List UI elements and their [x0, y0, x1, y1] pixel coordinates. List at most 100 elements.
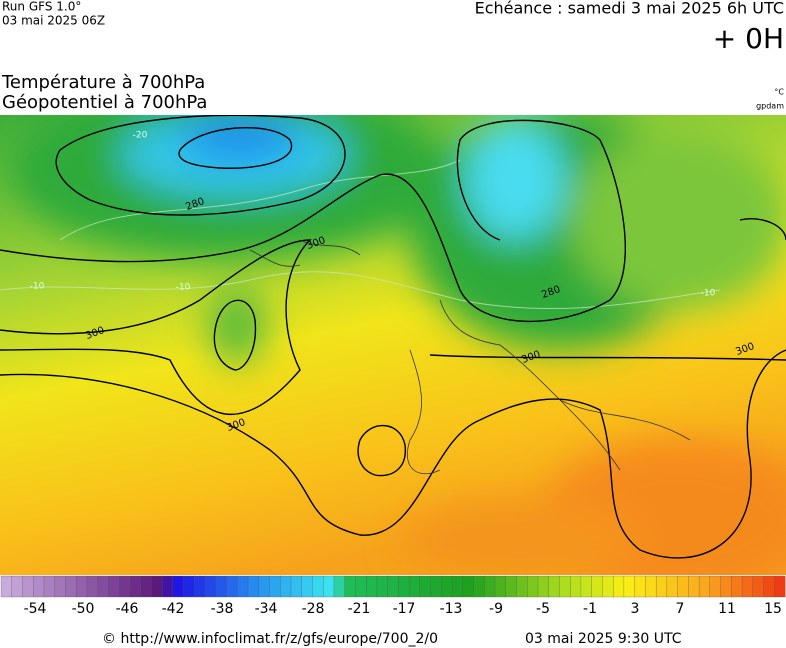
colorbar-label: -28 — [302, 601, 325, 617]
map — [0, 115, 786, 575]
colorbar-swatch — [204, 575, 217, 598]
colorbar-swatch — [312, 575, 324, 598]
colorbar-swatch — [731, 575, 743, 598]
colorbar-swatch — [97, 575, 109, 598]
colorbar-swatch — [634, 575, 646, 598]
colorbar-swatch — [645, 575, 657, 598]
colorbar-swatch — [527, 575, 539, 598]
colorbar-swatch — [591, 575, 603, 598]
colorbar-swatch — [376, 575, 389, 598]
title-temperature: Température à 700hPa — [1, 72, 205, 93]
colorbar-swatch — [398, 575, 410, 598]
forecast-offset: + 0H — [713, 22, 784, 55]
colorbar-swatch — [537, 575, 550, 598]
colorbar-swatch — [323, 575, 335, 598]
colorbar-label: -46 — [116, 601, 139, 617]
colorbar-swatch — [709, 575, 722, 598]
colorbar-swatch — [333, 575, 346, 598]
colorbar-label: -17 — [393, 601, 416, 617]
colorbar-swatch — [172, 575, 185, 598]
colorbar-swatch — [76, 575, 88, 598]
colorbar-swatch — [473, 575, 485, 598]
colorbar-swatch — [613, 575, 625, 598]
colorbar-swatch — [677, 575, 689, 598]
colorbar-swatch — [355, 575, 367, 598]
colorbar-swatch — [408, 575, 421, 598]
colorbar-swatch — [11, 575, 23, 598]
colorbar-swatch — [344, 575, 356, 598]
colorbar-swatch — [741, 575, 754, 598]
colorbar-swatch — [151, 575, 163, 598]
colorbar-swatch — [484, 575, 496, 598]
colorbar-swatch — [666, 575, 679, 598]
forecast-time: Echéance : samedi 3 mai 2025 6h UTC — [475, 0, 784, 18]
isotherm-label: -10 — [30, 282, 45, 292]
colorbar-label: -38 — [211, 601, 234, 617]
colorbar-label: 11 — [718, 601, 736, 617]
colorbar-swatch — [280, 575, 292, 598]
colorbar-swatch — [720, 575, 732, 598]
colorbar-swatch — [430, 575, 442, 598]
colorbar-swatch — [419, 575, 432, 598]
colorbar-swatch — [290, 575, 303, 598]
colorbar-swatch — [516, 575, 528, 598]
colorbar-swatch — [548, 575, 560, 598]
colorbar-swatch — [269, 575, 281, 598]
unit-temperature: °C — [774, 88, 784, 97]
colorbar-swatch — [161, 575, 174, 598]
isotherm-label: -10 — [176, 283, 191, 293]
colorbar-swatch — [752, 575, 764, 598]
colorbar-label: -9 — [489, 601, 503, 617]
colorbar-swatch — [22, 575, 34, 598]
colorbar-swatch — [462, 575, 474, 598]
colorbar-swatch — [570, 575, 582, 598]
colorbar-swatch — [505, 575, 517, 598]
colorbar-swatch — [602, 575, 614, 598]
colorbar-swatch — [763, 575, 775, 598]
colorbar-label: -50 — [72, 601, 95, 617]
colorbar-swatch — [118, 575, 131, 598]
unit-geopotential: gpdam — [756, 102, 784, 111]
colorbar-swatch — [387, 575, 399, 598]
colorbar-label: -5 — [536, 601, 550, 617]
run-date: 03 mai 2025 06Z — [2, 14, 105, 28]
colorbar-swatch — [108, 575, 120, 598]
isotherm-label: -20 — [133, 131, 148, 141]
colorbar-swatch — [183, 575, 195, 598]
colorbar-swatch — [65, 575, 77, 598]
generated: 03 mai 2025 9:30 UTC — [525, 631, 682, 647]
colorbar-swatch — [43, 575, 56, 598]
isotherm-label: -10 — [701, 289, 716, 299]
colorbar-swatch — [237, 575, 249, 598]
colorbar-swatch — [301, 575, 313, 598]
colorbar-label: -13 — [440, 601, 463, 617]
run-label: Run GFS 1.0° — [2, 0, 81, 14]
colorbar-label: 3 — [631, 601, 640, 617]
colorbar-swatch — [226, 575, 238, 598]
colorbar-swatch — [129, 575, 142, 598]
colorbar: -54 -50 -46 -42 -38 -34 -28 -21 -17 -13 -9 -5 -1 3 7 11… — [0, 575, 786, 617]
colorbar-label: 7 — [676, 601, 685, 617]
colorbar-swatch — [215, 575, 227, 598]
colorbar-swatch — [441, 575, 453, 598]
colorbar-swatch — [86, 575, 99, 598]
colorbar-swatch — [559, 575, 571, 598]
colorbar-label: -34 — [255, 601, 278, 617]
colorbar-swatch — [580, 575, 593, 598]
colorbar-swatch — [774, 575, 786, 598]
colorbar-swatch — [655, 575, 668, 598]
colorbar-swatch — [194, 575, 206, 598]
colorbar-label: -21 — [348, 601, 371, 617]
colorbar-swatch — [140, 575, 152, 598]
source: © http://www.infoclimat.fr/z/gfs/europe/… — [102, 631, 438, 647]
colorbar-swatch — [54, 575, 66, 598]
colorbar-swatch — [366, 575, 378, 598]
colorbar-swatch — [688, 575, 700, 598]
colorbar-swatch — [33, 575, 45, 598]
colorbar-label: 15 — [764, 601, 782, 617]
colorbar-swatch — [258, 575, 270, 598]
colorbar-swatch — [0, 575, 13, 598]
colorbar-label: -1 — [583, 601, 597, 617]
colorbar-swatch — [247, 575, 260, 598]
